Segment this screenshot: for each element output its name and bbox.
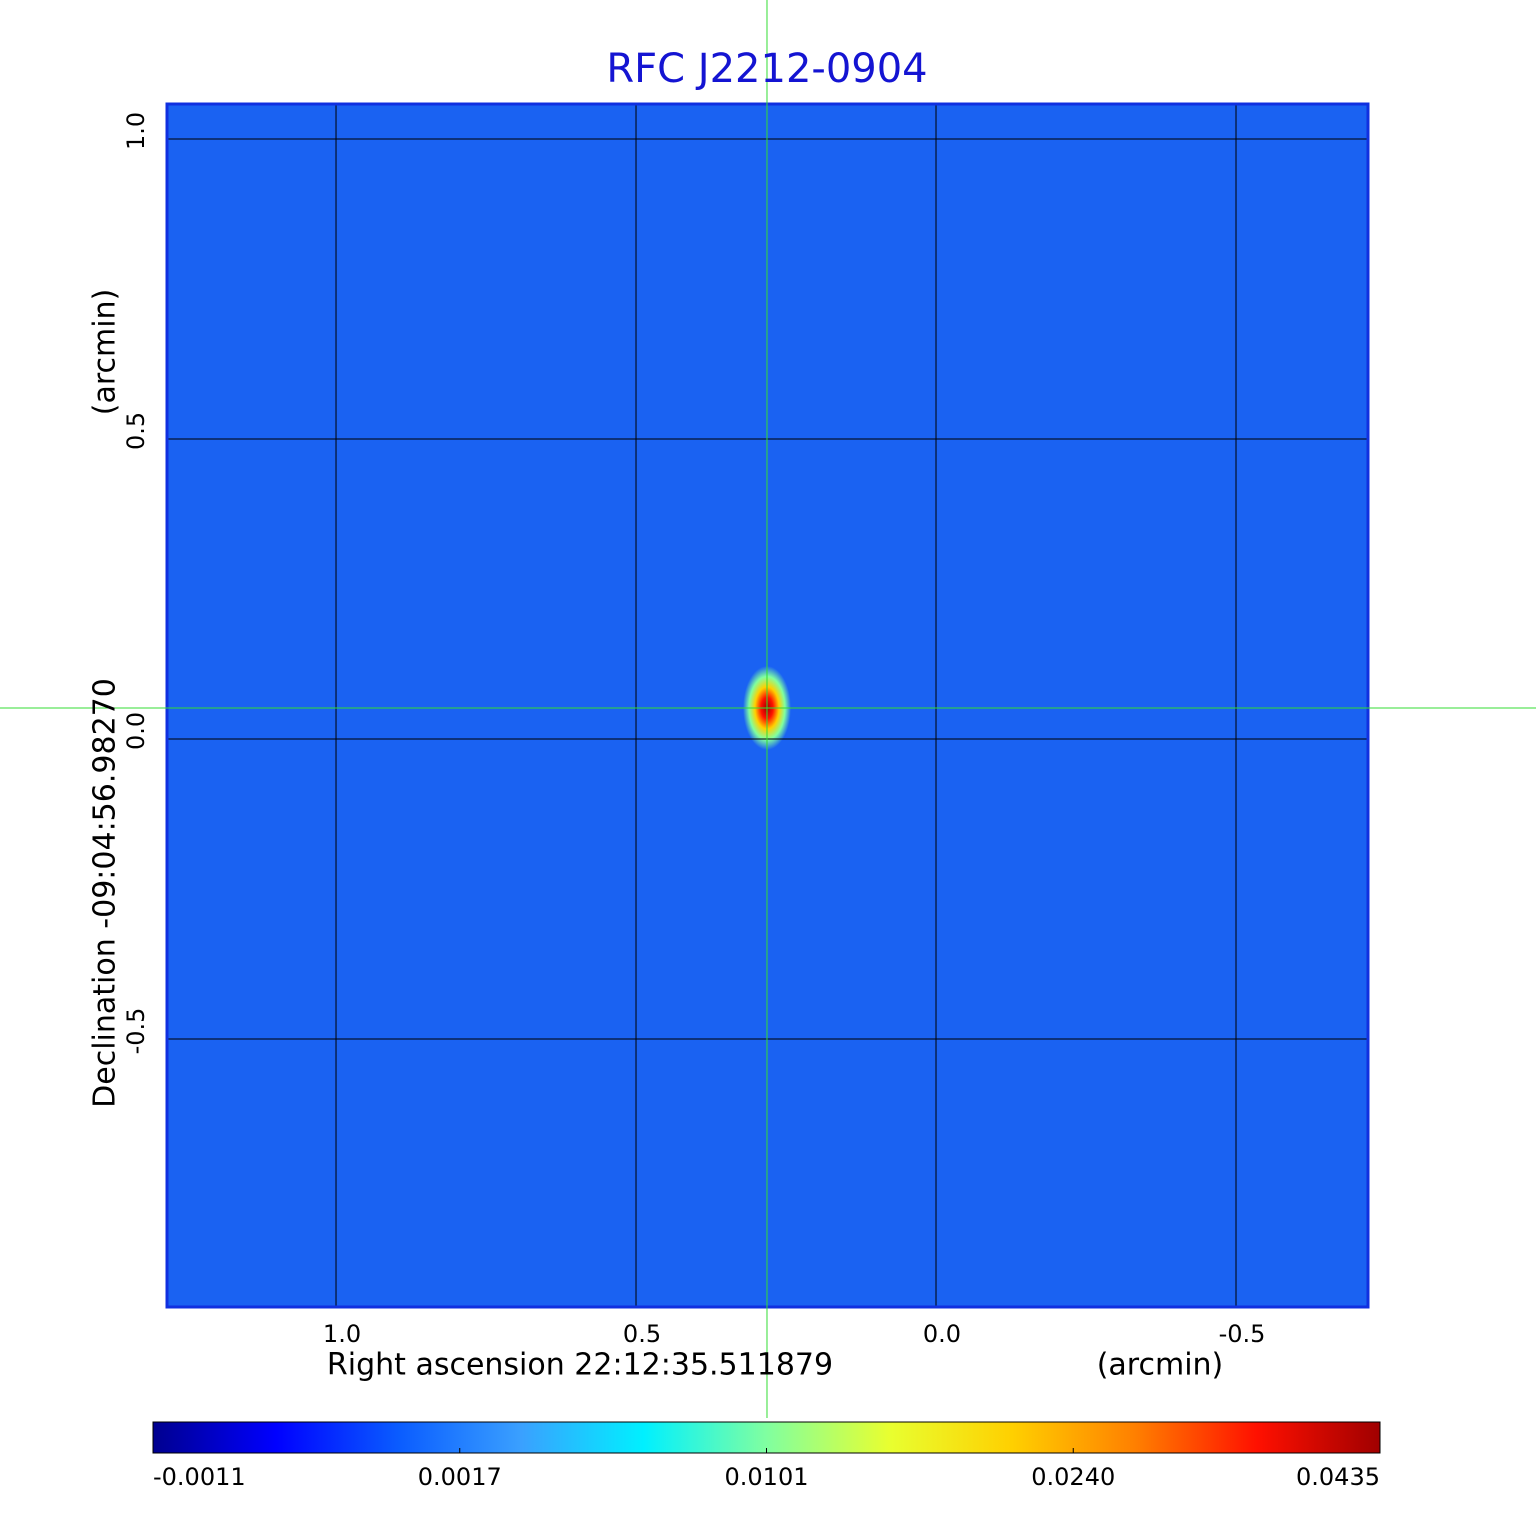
x-axis-label: Right ascension 22:12:35.511879 bbox=[327, 1348, 833, 1383]
colorbar-tick-label: 0.0240 bbox=[1031, 1463, 1115, 1491]
x-axis-unit: (arcmin) bbox=[1097, 1348, 1224, 1383]
y-tick-label: 0.0 bbox=[122, 712, 150, 750]
x-tick-label: 0.5 bbox=[623, 1320, 661, 1348]
plot-border bbox=[165, 102, 1370, 1309]
x-tick-label: -0.5 bbox=[1219, 1320, 1266, 1348]
x-tick-label: 1.0 bbox=[323, 1320, 361, 1348]
colorbar-tick-label: 0.0101 bbox=[725, 1463, 809, 1491]
x-tick-label: 0.0 bbox=[923, 1320, 961, 1348]
y-axis-unit: (arcmin) bbox=[88, 289, 123, 416]
y-tick-label: -0.5 bbox=[122, 1008, 150, 1055]
colorbar-tick-label: -0.0011 bbox=[153, 1463, 246, 1491]
y-tick-label: 1.0 bbox=[122, 112, 150, 150]
colorbar-tick-label: 0.0017 bbox=[418, 1463, 502, 1491]
y-tick-label: 0.5 bbox=[122, 412, 150, 450]
y-axis-label: Declination -09:04:56.98270 bbox=[88, 678, 123, 1108]
chart-title: RFC J2212-0904 bbox=[606, 46, 927, 92]
colorbar-tick-label: 0.0435 bbox=[1296, 1463, 1380, 1491]
